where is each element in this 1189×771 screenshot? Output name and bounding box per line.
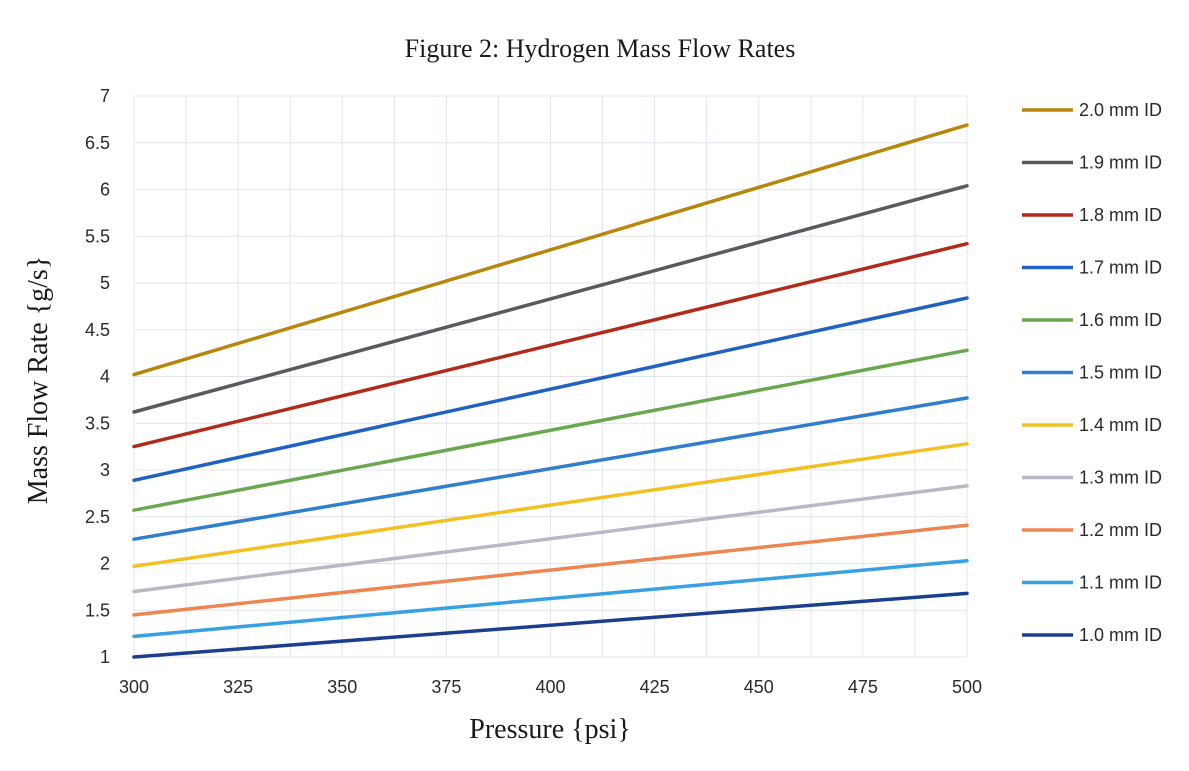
series-line [132, 184, 969, 414]
chart-title: Figure 2: Hydrogen Mass Flow Rates [405, 34, 796, 63]
series-line [132, 123, 969, 377]
legend-label: 2.0 mm ID [1079, 100, 1162, 120]
x-tick-label: 450 [744, 677, 774, 697]
y-tick-label: 2.5 [85, 507, 110, 527]
series-line [132, 241, 969, 449]
y-tick-label: 5 [100, 273, 110, 293]
legend-label: 1.4 mm ID [1079, 415, 1162, 435]
series-line [132, 348, 969, 512]
series-line [132, 396, 969, 541]
y-tick-label: 5.5 [85, 226, 110, 246]
legend-label: 1.6 mm ID [1079, 310, 1162, 330]
legend: 2.0 mm ID 1.9 mm ID 1.8 mm ID 1.7 mm ID 1.6 … [1022, 100, 1162, 645]
legend-label: 1.2 mm ID [1079, 520, 1162, 540]
y-axis-title: Mass Flow Rate {g/s} [23, 256, 54, 505]
series-line [132, 591, 969, 659]
legend-label: 1.5 mm ID [1079, 363, 1162, 383]
legend-label: 1.8 mm ID [1079, 205, 1162, 225]
legend-label: 1.1 mm ID [1079, 573, 1162, 593]
x-tick-label: 375 [431, 677, 461, 697]
x-tick-label: 425 [640, 677, 670, 697]
y-tick-label: 6 [100, 180, 110, 200]
y-tick-label: 7 [100, 86, 110, 106]
x-tick-label: 300 [119, 677, 149, 697]
y-tick-label: 3 [100, 460, 110, 480]
series-line [132, 558, 969, 639]
x-tick-labels: 300 325 350 375 400 425 450 475 500 [119, 677, 982, 697]
x-axis-title: Pressure {psi} [469, 714, 630, 745]
series-line [132, 442, 969, 569]
x-tick-label: 400 [535, 677, 565, 697]
y-tick-label: 2 [100, 554, 110, 574]
legend-label: 1.9 mm ID [1079, 153, 1162, 173]
series-lines [132, 123, 969, 659]
legend-label: 1.7 mm ID [1079, 258, 1162, 278]
y-tick-label: 3.5 [85, 413, 110, 433]
y-tick-label: 4 [100, 367, 110, 387]
series-line [132, 296, 969, 483]
series-line [132, 484, 969, 594]
series-line [132, 523, 969, 617]
y-tick-label: 6.5 [85, 133, 110, 153]
y-tick-label: 4.5 [85, 320, 110, 340]
x-tick-label: 475 [848, 677, 878, 697]
legend-label: 1.0 mm ID [1079, 625, 1162, 645]
legend-label: 1.3 mm ID [1079, 468, 1162, 488]
x-tick-label: 325 [223, 677, 253, 697]
y-tick-label: 1 [100, 647, 110, 667]
x-tick-label: 350 [327, 677, 357, 697]
y-tick-label: 1.5 [85, 600, 110, 620]
y-tick-labels: 1 1.5 2 2.5 3 3.5 4 4.5 5 5.5 6 6.5 7 [85, 86, 110, 667]
x-tick-label: 500 [952, 677, 982, 697]
